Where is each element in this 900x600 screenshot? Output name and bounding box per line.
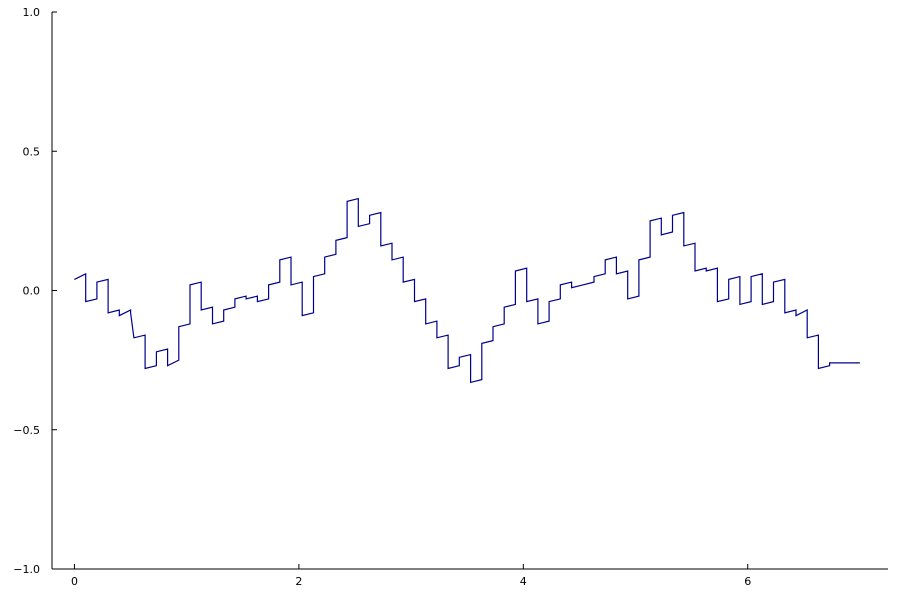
y-tick-label: 1.0 (23, 6, 41, 19)
y-tick-label: −0.5 (13, 424, 40, 437)
x-tick-label: 2 (295, 575, 302, 588)
y-tick-label: 0.0 (23, 285, 41, 298)
series-line-0 (74, 197, 860, 384)
y-tick-label: 0.5 (23, 145, 41, 158)
plot-area (74, 197, 860, 384)
y-ticks: −1.0 −0.5 0.0 0.5 1.0 (13, 6, 57, 576)
x-tick-label: 6 (744, 575, 751, 588)
x-tick-label: 4 (520, 575, 527, 588)
x-tick-label: 0 (71, 575, 78, 588)
y-tick-label: −1.0 (13, 563, 40, 576)
x-ticks: 0 2 4 6 (71, 564, 751, 588)
